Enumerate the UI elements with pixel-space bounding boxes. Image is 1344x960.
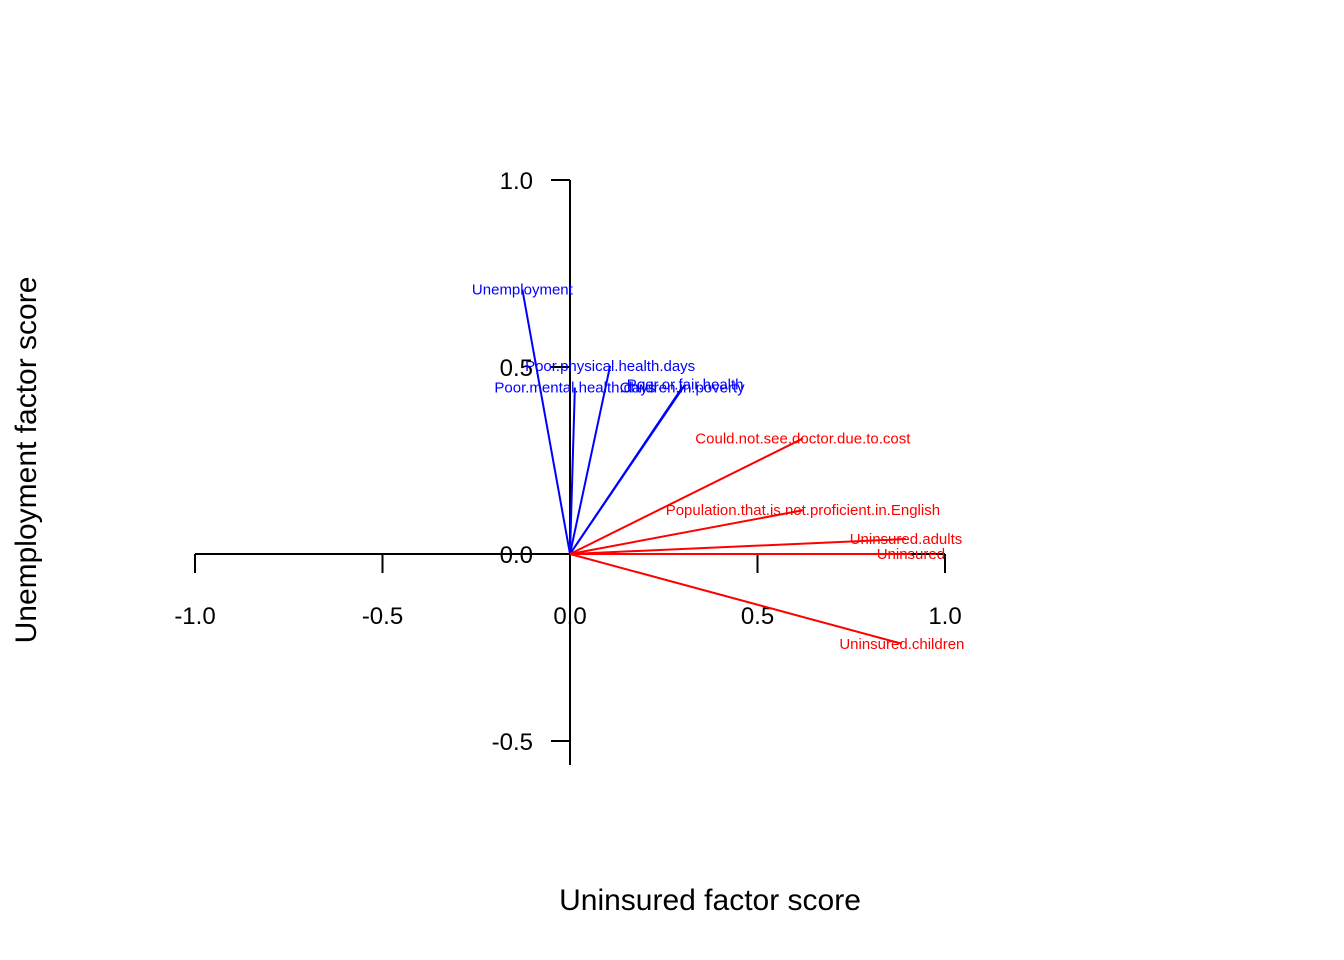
x-tick-label: -0.5 xyxy=(362,603,403,630)
y-tick-label: -0.5 xyxy=(492,729,533,756)
loading-vector xyxy=(569,538,907,555)
loading-label: Poor.or.fair.health xyxy=(627,377,744,394)
axes: -1.0 -0.5 0.0 0.5 1.0-0.50.00.51.0 xyxy=(174,168,962,765)
x-axis-title: Uninsured factor score xyxy=(559,884,861,917)
y-tick-label: 0.5 xyxy=(500,355,533,382)
loading-label: Uninsured xyxy=(877,546,945,563)
y-tick-label: 0.0 xyxy=(500,542,533,569)
y-tick-label: 1.0 xyxy=(500,168,533,195)
loading-vector xyxy=(569,365,612,555)
loading-labels: Unemployment Poor.physical.health.days Poo… xyxy=(472,282,964,653)
loading-label: Poor.mental.health.days xyxy=(494,380,655,397)
loading-vector xyxy=(569,387,683,555)
loading-vectors xyxy=(521,289,911,645)
loading-label: Uninsured.adults xyxy=(850,531,963,548)
x-tick-label: 1.0 xyxy=(928,603,961,630)
y-axis-title: Unemployment factor score xyxy=(10,277,43,644)
loading-label: Could.not.see.doctor.due.to.cost xyxy=(695,430,911,447)
x-tick-label: 0.0 xyxy=(553,603,586,630)
x-tick-label: -1.0 xyxy=(174,603,215,630)
loading-vector xyxy=(569,437,804,555)
loading-vector xyxy=(569,509,804,555)
loading-label: Children.in.poverty xyxy=(620,380,746,397)
loading-label: Poor.physical.health.days xyxy=(525,358,695,375)
loading-label: Uninsured.children xyxy=(839,636,964,653)
loading-vector xyxy=(521,289,571,555)
loading-label: Population.that.is.not.proficient.in.Eng… xyxy=(666,502,940,519)
loading-vector xyxy=(569,553,903,645)
loading-label: Unemployment xyxy=(472,282,574,299)
loading-vector xyxy=(569,387,576,555)
